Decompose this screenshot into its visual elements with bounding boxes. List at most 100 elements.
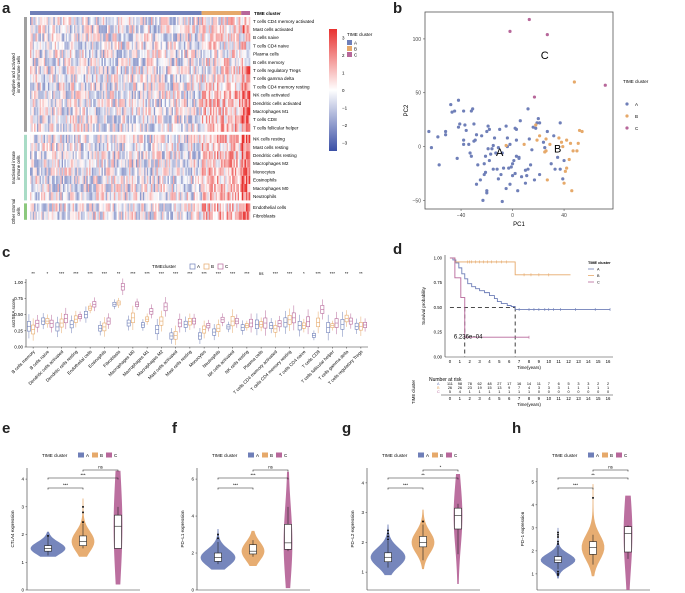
heatmap-cell [80,143,83,152]
heatmap-cell [170,41,172,50]
heatmap-cell [60,143,62,152]
heatmap-cell [76,167,79,176]
heatmap-cell [208,203,211,212]
heatmap-cell [211,123,214,132]
heatmap-cell [151,203,153,212]
heatmap-cell [174,74,177,83]
heatmap-cell [82,175,84,184]
heatmap-cell [80,167,83,176]
heatmap-cell [142,203,145,212]
heatmap-cell [239,134,241,143]
heatmap-cell [50,66,53,75]
heatmap-cell [35,134,38,143]
heatmap-cell [233,66,236,75]
heatmap-cell [145,41,148,50]
box-B [130,305,135,330]
heatmap-cell [94,115,97,124]
heatmap-cell [113,25,116,34]
heatmap-cell [217,82,219,91]
heatmap-cell [159,66,161,75]
heatmap-cell [239,25,241,34]
heatmap-cell [134,134,137,143]
heatmap-cell [234,123,237,132]
heatmap-cell [113,49,116,58]
violin-A [200,529,236,570]
heatmap-cell [116,159,119,168]
heatmap-cell [200,66,203,75]
heatmap-cell [173,192,175,201]
heatmap-cell [188,134,190,143]
heatmap-cell [153,49,156,58]
legend-label-A: A [197,264,200,269]
heatmap-cell [164,90,167,99]
heatmap-cell [201,143,204,152]
heatmap-cell [36,123,39,132]
outlier-point [387,538,389,541]
heatmap-cell [32,17,35,26]
heatmap-cell [199,25,201,34]
heatmap-cell [162,151,164,160]
heatmap-cell [90,74,93,83]
heatmap-cell [52,49,54,58]
heatmap-cell [204,115,207,124]
heatmap-cell [134,192,137,201]
heatmap-cell [173,90,175,99]
heatmap-cell [179,175,182,184]
heatmap-cell [221,99,223,108]
heatmap-cell [134,167,137,176]
heatmap-cell [113,159,116,168]
heatmap-row-label: NK cells activated [253,93,290,98]
heatmap-cell [74,74,76,83]
heatmap-cell [80,25,83,34]
heatmap-cell [102,25,105,34]
point-A [528,163,533,167]
heatmap-cell [207,82,210,91]
heatmap-cell [218,211,221,220]
heatmap-cell [234,82,237,91]
heatmap-cell [101,167,104,176]
heatmap-cell [80,107,83,116]
heatmap-cell [193,107,196,116]
heatmap-cell [97,167,100,176]
heatmap-cell [243,123,245,132]
heatmap-cell [78,107,80,116]
heatmap-cell [146,74,149,83]
heatmap-cell [68,134,71,143]
point-A [456,98,461,102]
heatmap-cell [171,134,174,143]
heatmap-cell [201,25,204,34]
heatmap-cell [193,175,196,184]
heatmap-cell [226,143,229,152]
heatmap-cell [104,82,106,91]
heatmap-cell [181,41,183,50]
heatmap-cell [140,211,142,220]
heatmap-cell [47,151,50,160]
heatmap-cell [85,99,87,108]
heatmap-cell [244,17,247,26]
heatmap-cell [30,184,32,193]
heatmap-cell [182,49,185,58]
heatmap-cell [101,175,104,184]
risk-table-row-label: TIME cluster [411,379,416,404]
heatmap-cell [155,25,157,34]
point-B [561,144,565,149]
heatmap-cell [105,25,108,34]
heatmap-cell [31,66,34,75]
heatmap-cell [203,115,205,124]
risk-value-B: 1 [577,386,579,390]
heatmap-cell [85,192,87,201]
heatmap-cell [212,49,215,58]
legend-title: TIME cluster [623,79,649,84]
heatmap-cell [61,107,64,116]
heatmap-cell [126,17,128,26]
heatmap-cell [206,17,208,26]
heatmap-cell [237,66,240,75]
heatmap-cell [236,143,238,152]
heatmap-cell [124,184,127,193]
outlier-point [557,533,559,536]
legend-label-B: B [597,274,600,278]
heatmap-cell [185,33,188,42]
heatmap-cell [102,143,105,152]
heatmap-cell [174,143,177,152]
heatmap-cell [184,17,186,26]
